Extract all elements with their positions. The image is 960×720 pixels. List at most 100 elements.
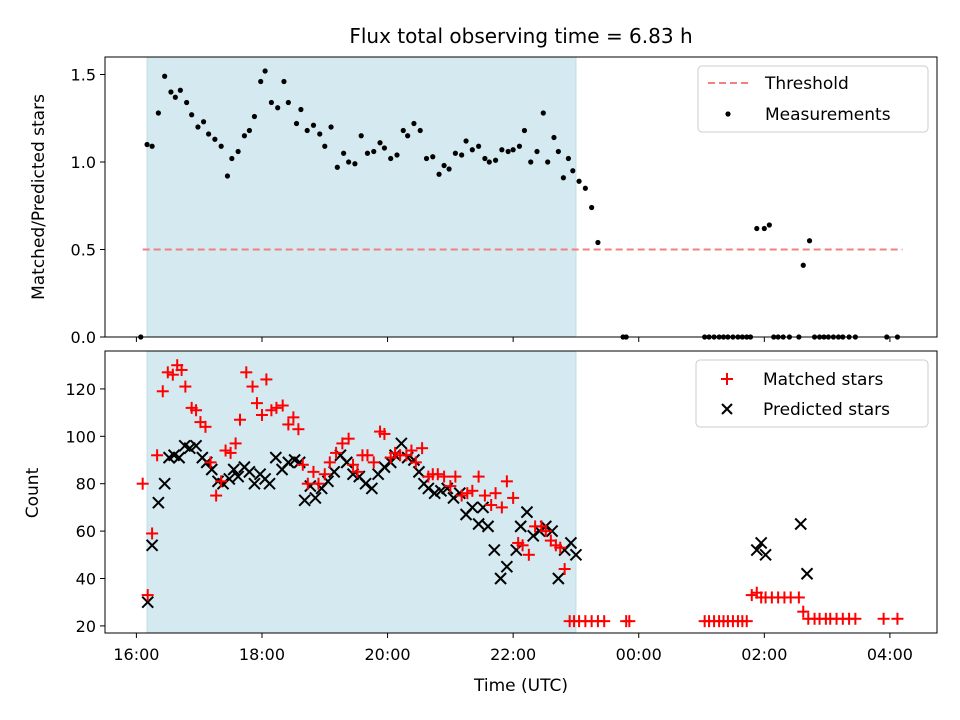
measurement-point [346,159,352,165]
predicted-star-point [309,491,322,505]
matched-star-point [136,477,149,490]
predicted-star-point [152,496,165,509]
ratio-legend: Threshold Measurements [697,65,929,133]
predicted-star-point [422,482,435,495]
predicted-star-point [447,491,460,505]
measurement-point [322,143,328,149]
measurement-point [224,173,231,179]
measurement-point [381,145,388,151]
matched-star-point [265,404,278,417]
matched-star-point [522,548,535,561]
matched-star-point [891,612,904,625]
measurement-point [310,122,317,128]
measurement-point [761,225,767,232]
predicted-star-point [500,560,514,573]
predicted-star-point [800,567,814,580]
legend-threshold-label: Threshold [764,74,849,94]
count-legend-box [695,359,929,428]
matched-star-point [199,420,212,433]
matched-star-point [342,432,355,445]
matched-star-point [623,615,636,628]
predicted-star-point [189,439,203,452]
predicted-star-point [407,453,421,467]
matched-star-point [877,612,890,625]
measurement-point [560,175,566,181]
predicted-star-point [395,437,408,450]
measurement-point [184,99,190,106]
measurement-point [405,133,411,139]
predicted-star-point [340,456,353,469]
measurement-point [521,127,528,134]
count-legend: Matched stars Predicted stars [695,359,929,428]
measurement-point [476,143,482,149]
ratio-y-axis-label: Matched/Predicted stars [29,94,49,300]
predicted-star-point [520,505,534,519]
predicted-star-point [545,524,559,538]
predicted-star-point [552,572,565,585]
matched-star-point [489,487,502,500]
x-tick-label: 18:00 [239,645,285,664]
y-tick-label: 0.5 [71,241,96,260]
measurement-point [304,127,310,134]
measurement-point [172,94,178,100]
y-tick-label: 40 [76,569,96,588]
predicted-star-point [453,486,466,500]
matched-star-point [409,456,422,469]
matched-star-point [495,501,508,514]
measurement-point [754,225,760,232]
matched-star-point [740,615,753,628]
ratio-panel: 0.0 0.5 1.0 1.5 Matched/Predicted stars Thr… [29,56,938,347]
matched-star-point [500,475,513,488]
predicted-star-point [298,494,311,507]
count-y-axis-label: Count [23,467,43,518]
predicted-star-point [794,517,807,531]
predicted-star-point [514,520,527,533]
predicted-star-point [227,463,240,476]
measurement-point [229,155,235,162]
measurement-point [800,262,806,268]
predicted-star-point [158,477,171,490]
matched-star-point [250,397,263,410]
measurement-point [371,148,377,155]
measurement-point [377,140,383,146]
measurement-point [582,185,588,191]
y-tick-label: 100 [65,427,96,446]
predicted-star-point [231,470,245,483]
matched-star-point [312,477,325,490]
measurement-point [595,239,601,246]
matched-star-point [166,368,179,381]
predicted-star-point [569,548,583,562]
measurement-point [463,138,469,144]
predicted-star-point [759,548,772,562]
predicted-star-point [216,477,230,490]
matched-star-point [351,465,364,478]
measurement-point [394,152,400,158]
measurement-point [528,159,534,165]
matched-star-point [255,408,268,421]
predicted-star-point [494,572,507,585]
matched-star-point [347,458,360,471]
matched-star-point [296,458,309,471]
measurement-point [212,136,218,142]
count-axes-frame [104,350,938,634]
measurement-point [576,178,582,184]
measurement-point [281,78,287,85]
predicted-star-point [223,472,236,486]
measurement-point [195,124,201,130]
y-tick-label: 0.0 [71,328,96,347]
measurement-point [246,127,253,134]
measurement-point [200,119,207,125]
matched-star-point [330,446,343,459]
matched-star-point [179,380,192,393]
measurement-point [258,78,264,85]
matched-star-point [461,487,474,500]
measurement-point [459,152,465,158]
matched-star-point [485,499,498,512]
matched-star-point [455,489,468,502]
matched-star-point [270,401,283,414]
predicted-star-point [145,539,159,552]
measurement-point [285,99,291,106]
measurement-point [570,168,576,174]
measurement-point [262,68,268,74]
matched-star-point [336,437,349,450]
